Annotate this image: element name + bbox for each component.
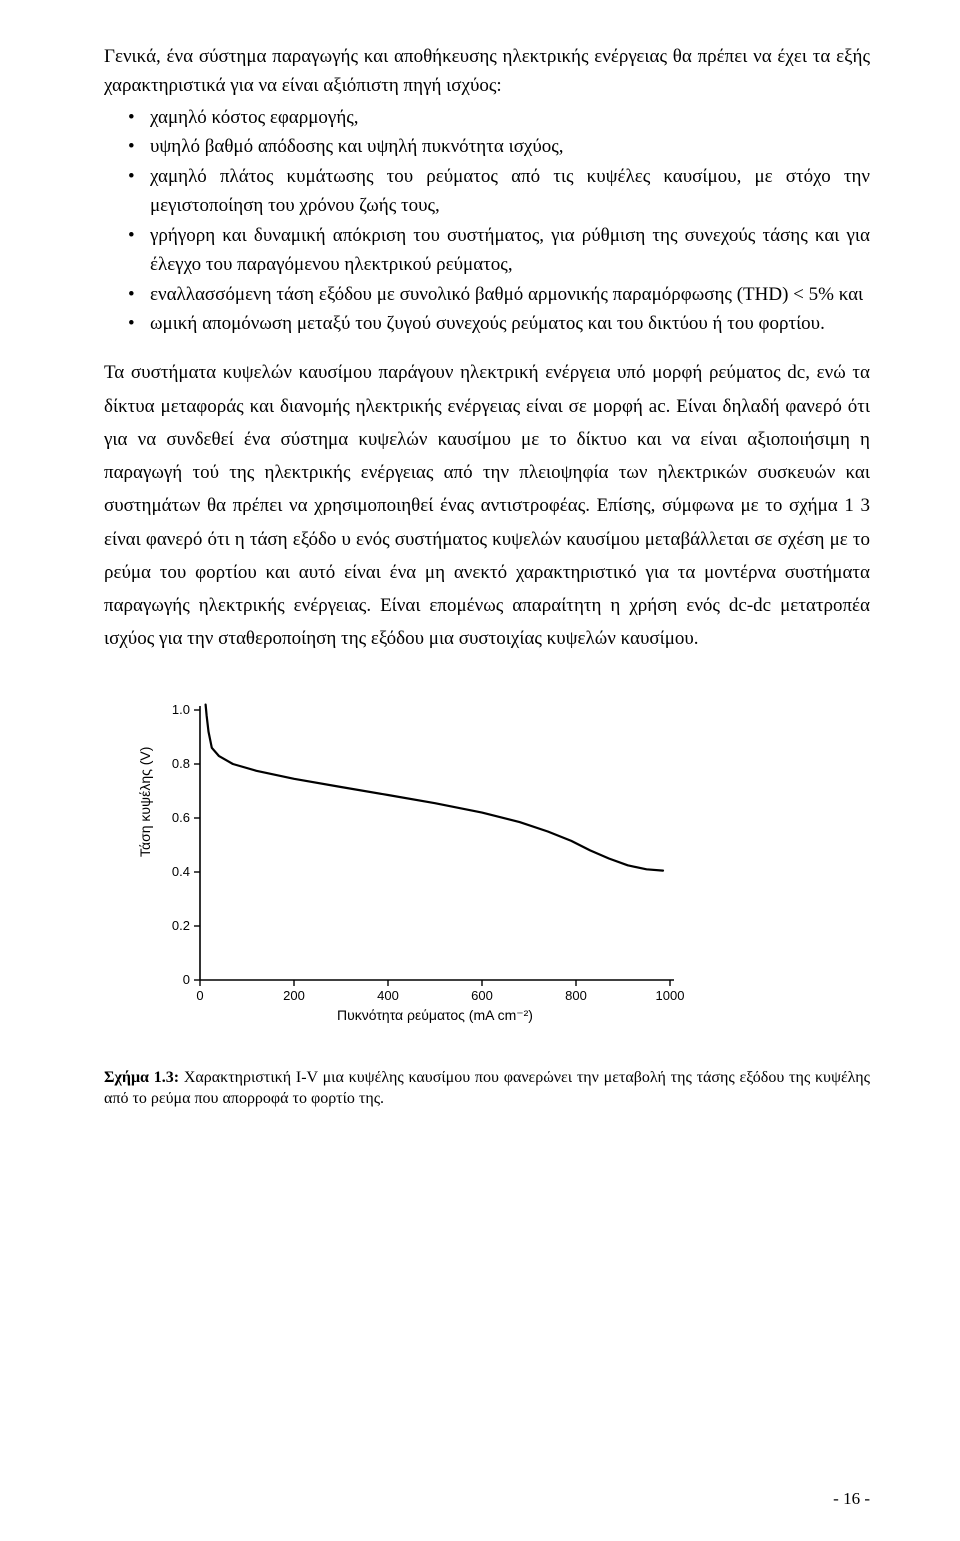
page-number: - 16 - xyxy=(833,1489,870,1509)
caption-lead: Σχήμα 1.3: xyxy=(104,1069,179,1086)
list-item: γρήγορη και δυναμική απόκριση του συστήμ… xyxy=(104,221,870,280)
svg-text:0: 0 xyxy=(183,972,190,987)
body-paragraph: Τα συστήματα κυψελών καυσίμου παράγουν η… xyxy=(104,356,870,655)
list-item: ωμική απομόνωση μεταξύ του ζυγού συνεχού… xyxy=(104,309,870,338)
svg-text:0.6: 0.6 xyxy=(172,810,190,825)
intro-paragraph: Γενικά, ένα σύστημα παραγωγής και αποθήκ… xyxy=(104,42,870,101)
list-item: χαμηλό πλάτος κυμάτωσης του ρεύματος από… xyxy=(104,162,870,221)
bullet-list: χαμηλό κόστος εφαρμογής, υψηλό βαθμό από… xyxy=(104,103,870,339)
svg-text:200: 200 xyxy=(283,988,305,1003)
svg-text:0.4: 0.4 xyxy=(172,864,190,879)
svg-text:800: 800 xyxy=(565,988,587,1003)
iv-chart-svg: 0 0.2 0.4 0.6 0.8 1.0 0 200 400 600 800 1000 Πυκνότη… xyxy=(114,692,714,1052)
iv-chart: 0 0.2 0.4 0.6 0.8 1.0 0 200 400 600 800 1000 Πυκνότη… xyxy=(114,692,870,1057)
caption-text: Χαρακτηριστική I-V μια κυψέλης καυσίμου … xyxy=(104,1069,870,1108)
list-item: εναλλασσόμενη τάση εξόδου με συνολικό βα… xyxy=(104,280,870,309)
svg-text:Τάση κυψέλης (V): Τάση κυψέλης (V) xyxy=(137,746,153,856)
list-item: υψηλό βαθμό απόδοσης και υψηλή πυκνότητα… xyxy=(104,132,870,161)
figure-caption: Σχήμα 1.3: Χαρακτηριστική I-V μια κυψέλη… xyxy=(104,1067,870,1110)
svg-text:1.0: 1.0 xyxy=(172,702,190,717)
svg-text:0: 0 xyxy=(196,988,203,1003)
svg-text:0.2: 0.2 xyxy=(172,918,190,933)
svg-text:1000: 1000 xyxy=(656,988,685,1003)
svg-text:0.8: 0.8 xyxy=(172,756,190,771)
svg-text:Πυκνότητα ρεύματος (mA cm⁻²): Πυκνότητα ρεύματος (mA cm⁻²) xyxy=(337,1007,533,1023)
svg-text:600: 600 xyxy=(471,988,493,1003)
svg-text:400: 400 xyxy=(377,988,399,1003)
list-item: χαμηλό κόστος εφαρμογής, xyxy=(104,103,870,132)
